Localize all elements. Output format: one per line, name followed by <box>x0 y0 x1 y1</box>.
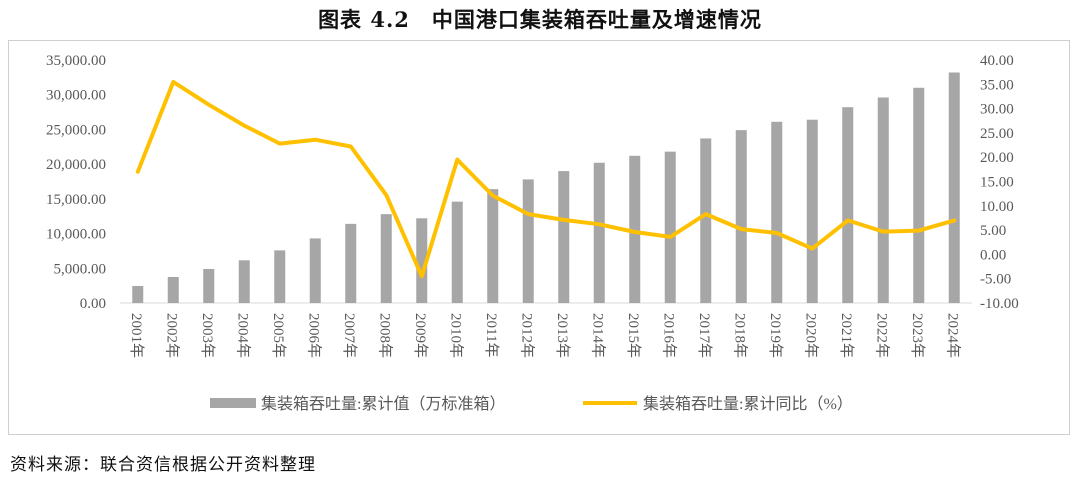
category-label: 2009年 <box>412 313 429 358</box>
growth-line <box>135 79 957 279</box>
bar <box>380 214 392 303</box>
category-label: 2016年 <box>660 313 677 358</box>
left-axis-tick-label: 20,000.00 <box>46 157 106 173</box>
left-axis-tick-label: 5,000.00 <box>54 261 107 277</box>
left-axis-tick-label: 10,000.00 <box>46 227 106 243</box>
bar <box>558 171 570 303</box>
category-label: 2011年 <box>483 313 500 357</box>
bar <box>735 130 747 303</box>
bar <box>416 218 428 303</box>
right-axis-tick-label: 30.00 <box>980 102 1014 118</box>
left-axis-tick-label: 35,000.00 <box>46 53 106 69</box>
bar <box>771 121 783 303</box>
category-label: 2008年 <box>376 313 393 358</box>
category-label: 2021年 <box>838 313 855 358</box>
bar <box>948 72 960 303</box>
bar <box>487 189 499 303</box>
figure-title: 图表 4.2 中国港口集装箱吞吐量及增速情况 <box>318 7 762 32</box>
category-label: 2004年 <box>234 313 251 358</box>
category-label: 2012年 <box>518 313 535 358</box>
right-axis-tick-label: 20.00 <box>980 150 1014 166</box>
source-note: 资料来源：联合资信根据公开资料整理 <box>10 455 316 475</box>
left-axis-tick-label: 30,000.00 <box>46 88 106 104</box>
category-label: 2024年 <box>944 313 961 358</box>
right-axis-tick-label: 10.00 <box>980 199 1014 215</box>
category-label: 2017年 <box>696 313 713 358</box>
left-axis-tick-label: 0.00 <box>80 296 106 312</box>
right-axis-tick-label: 5.00 <box>980 223 1006 239</box>
category-label: 2003年 <box>199 313 216 358</box>
bar <box>309 238 321 303</box>
bar <box>664 151 676 303</box>
category-label: 2018年 <box>731 313 748 358</box>
right-axis-tick-label: -5.00 <box>980 272 1011 288</box>
left-axis-tick-label: 25,000.00 <box>46 122 106 138</box>
category-label: 2022年 <box>873 313 890 358</box>
right-axis-tick-label: -10.00 <box>980 296 1019 312</box>
category-label: 2015年 <box>625 313 642 358</box>
right-axis-tick-label: 0.00 <box>980 247 1006 263</box>
bar <box>700 138 712 303</box>
right-axis-tick-label: 40.00 <box>980 53 1014 69</box>
category-label: 2006年 <box>305 313 322 358</box>
category-label: 2020年 <box>802 313 819 358</box>
bar <box>806 119 818 303</box>
category-label: 2005年 <box>270 313 287 358</box>
bar <box>203 268 215 303</box>
bar <box>593 162 605 303</box>
right-axis-tick-label: 25.00 <box>980 126 1014 142</box>
chart-svg: 0.00 5,000.00 10,000.00 15,000.00 20,000.00 2… <box>46 53 1019 413</box>
category-label: 2014年 <box>589 313 606 358</box>
chart-frame: 0.00 5,000.00 10,000.00 15,000.00 20,000.00 2… <box>8 40 1070 435</box>
category-label: 2001年 <box>128 313 145 358</box>
bar <box>522 179 534 303</box>
category-label: 2002年 <box>163 313 180 358</box>
bar <box>913 87 925 303</box>
bar <box>451 201 463 303</box>
bar <box>238 260 250 303</box>
bar <box>132 285 144 303</box>
bar <box>345 223 357 303</box>
legend-bar-swatch <box>210 398 256 408</box>
left-axis-tick-label: 15,000.00 <box>46 192 106 208</box>
bar <box>877 97 889 303</box>
category-label: 2007年 <box>341 313 358 358</box>
right-axis-tick-label: 15.00 <box>980 175 1014 191</box>
category-label: 2019年 <box>767 313 784 358</box>
category-label: 2023年 <box>909 313 926 358</box>
category-label: 2010年 <box>447 313 464 358</box>
legend-bar-label: 集装箱吞吐量:累计值（万标准箱） <box>261 395 505 413</box>
legend-line-label: 集装箱吞吐量:累计同比（%） <box>643 395 853 413</box>
category-label: 2013年 <box>554 313 571 358</box>
bar <box>167 276 179 303</box>
bar <box>629 155 641 303</box>
right-axis-tick-label: 35.00 <box>980 77 1014 93</box>
bar <box>274 250 286 303</box>
bar <box>842 107 854 303</box>
